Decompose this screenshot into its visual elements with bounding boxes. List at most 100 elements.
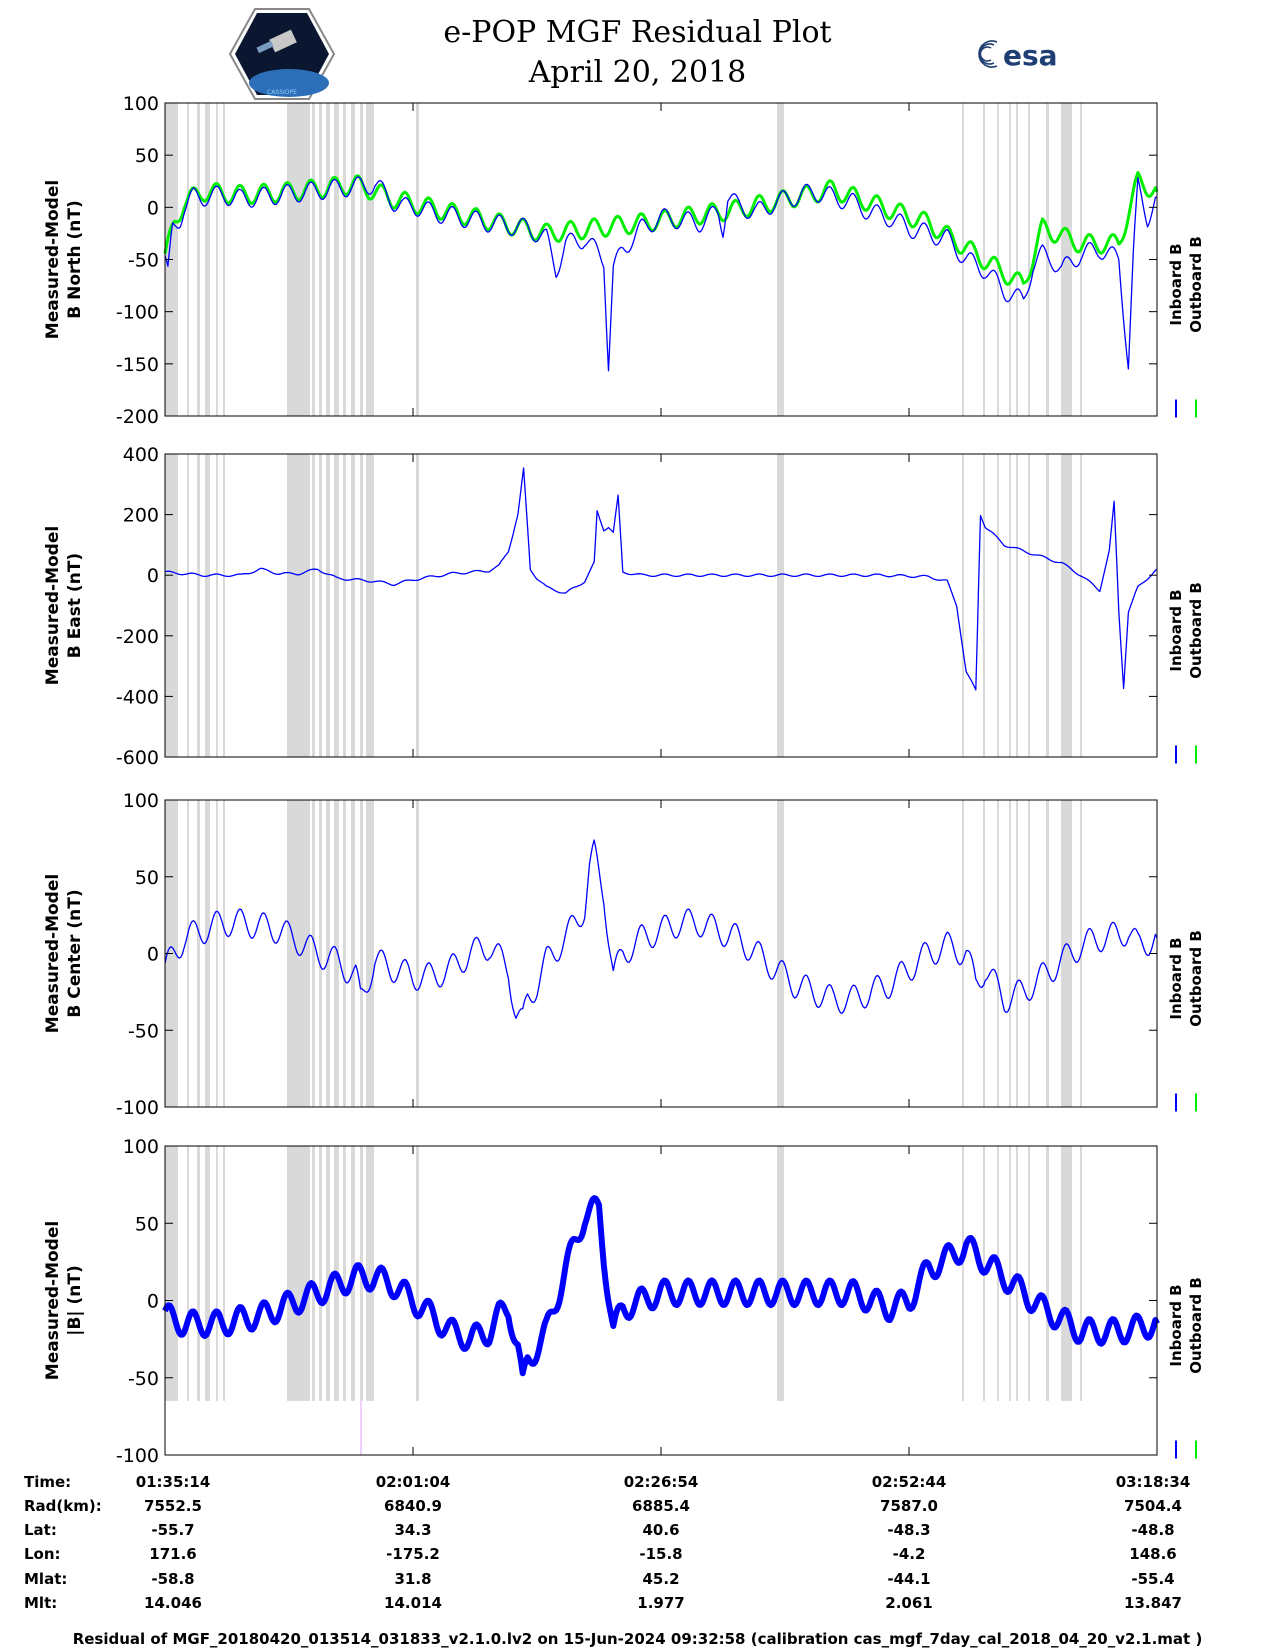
data-gap-band <box>287 1146 310 1401</box>
ephemeris-value: 13.847 <box>1124 1594 1182 1612</box>
data-gap-band <box>777 103 784 416</box>
data-gap-band <box>360 454 363 757</box>
data-gap-band <box>187 454 189 757</box>
data-gap-band <box>326 800 330 1107</box>
data-gap-band <box>1028 1146 1030 1401</box>
data-gap-band <box>187 103 189 416</box>
data-gap-band <box>360 800 363 1107</box>
data-gap-band <box>351 454 355 757</box>
data-gap-band <box>983 800 985 1107</box>
ephemeris-row: Time: 01:35:14 02:01:04 02:26:54 02:52:44 03:… <box>0 1473 1275 1495</box>
ephemeris-value: -175.2 <box>386 1545 440 1563</box>
data-gap-band <box>1028 103 1030 416</box>
data-gap-band <box>312 103 315 416</box>
y-tick-label: 0 <box>147 1291 159 1313</box>
ephemeris-value: 02:52:44 <box>871 1473 947 1491</box>
y-tick-label: -50 <box>128 1368 159 1390</box>
data-gap-band <box>962 454 964 757</box>
data-gap-band <box>1080 454 1082 757</box>
data-gap-band <box>197 454 200 757</box>
legend-outboard-label: Outboard B <box>1187 236 1205 333</box>
y-tick-label: 50 <box>135 867 159 889</box>
cassiope-mission-logo: CASSIOPE <box>229 8 335 100</box>
data-gap-band <box>416 1146 419 1401</box>
data-gap-band <box>319 1146 322 1401</box>
inboard-series-line <box>162 1195 1160 1377</box>
ephemeris-value: 7504.4 <box>1124 1497 1182 1515</box>
inboard-series-line <box>164 839 1158 1019</box>
data-gap-band <box>343 800 346 1107</box>
data-gap-band <box>1046 454 1049 757</box>
data-gap-band <box>1061 454 1072 757</box>
data-gap-band <box>1009 454 1011 757</box>
ephemeris-value: -55.4 <box>1131 1570 1175 1588</box>
y-tick-label: 50 <box>135 1213 159 1235</box>
data-gap-band <box>983 103 985 416</box>
ephemeris-row-label: Lon: <box>24 1545 61 1563</box>
y-axis-label: Measured-Model B East (nT) <box>43 526 85 685</box>
data-gap-band <box>187 1146 189 1401</box>
data-gap-band <box>351 103 355 416</box>
data-gap-band <box>319 800 322 1107</box>
footer-caption: Residual of MGF_20180420_013514_031833_v… <box>72 1630 1203 1648</box>
data-gap-band <box>1061 800 1072 1107</box>
inboard-series-line <box>164 467 1158 691</box>
data-gap-band <box>1009 800 1011 1107</box>
ephemeris-value: -48.8 <box>1131 1521 1175 1539</box>
y-tick-label: 100 <box>123 93 159 115</box>
data-gap-band <box>343 454 346 757</box>
ephemeris-row: Rad(km): 7552.5 6840.9 6885.4 7587.0 7504.4 <box>0 1497 1275 1519</box>
ephemeris-value: -48.3 <box>887 1521 931 1539</box>
y-tick-label: -50 <box>128 250 159 272</box>
data-gap-band <box>326 454 330 757</box>
data-gap-band <box>312 800 315 1107</box>
legend-inboard-label: Inboard B <box>1167 243 1185 325</box>
data-gap-band <box>1046 800 1049 1107</box>
data-gap-band <box>334 103 339 416</box>
data-gap-band <box>416 454 419 757</box>
data-gap-band <box>962 1146 964 1401</box>
data-gap-band <box>223 1146 225 1401</box>
data-gap-band <box>777 1146 784 1401</box>
y-tick-label: -100 <box>116 1445 159 1467</box>
ephemeris-value: 7587.0 <box>880 1497 938 1515</box>
ephemeris-value: -58.8 <box>151 1570 195 1588</box>
data-gap-band <box>997 800 999 1107</box>
data-gap-band <box>205 103 210 416</box>
ephemeris-value: 02:26:54 <box>623 1473 699 1491</box>
data-gap-band <box>360 103 363 416</box>
legend-outboard-label: Outboard B <box>1187 930 1205 1027</box>
legend-outboard-label: Outboard B <box>1187 1277 1205 1374</box>
data-gap-band <box>1046 103 1049 416</box>
outboard-series-line <box>163 171 1159 286</box>
data-gap-band <box>312 454 315 757</box>
ephemeris-value: 31.8 <box>394 1570 432 1588</box>
ephemeris-value: -44.1 <box>887 1570 931 1588</box>
ephemeris-row: Lon: 171.6 -175.2 -15.8 -4.2 148.6 <box>0 1545 1275 1567</box>
data-gap-band <box>334 800 339 1107</box>
data-gap-band <box>366 103 374 416</box>
data-gap-band <box>197 1146 200 1401</box>
data-gap-band <box>319 103 322 416</box>
data-gap-band <box>962 800 964 1107</box>
esa-logo: esa <box>978 39 1058 72</box>
y-tick-label: 0 <box>147 565 159 587</box>
logo-lettering: CASSIOPE <box>267 89 297 96</box>
y-tick-label: -100 <box>116 302 159 324</box>
data-gap-band <box>287 103 310 416</box>
data-gap-band <box>1028 454 1030 757</box>
data-gap-band <box>326 103 330 416</box>
data-gap-band <box>343 103 346 416</box>
y-tick-label: 50 <box>135 145 159 167</box>
ephemeris-row-label: Time: <box>24 1473 72 1491</box>
plot-date: April 20, 2018 <box>528 55 747 90</box>
ephemeris-row-label: Mlat: <box>24 1570 68 1588</box>
ephemeris-value: 01:35:14 <box>135 1473 211 1491</box>
data-gap-band <box>1009 103 1011 416</box>
y-tick-label: 100 <box>123 1136 159 1158</box>
legend-inboard-label: Inboard B <box>1167 937 1185 1019</box>
inboard-series-line <box>164 176 1158 372</box>
data-gap-band <box>334 454 339 757</box>
data-gap-band <box>416 800 419 1107</box>
ephemeris-row-label: Mlt: <box>24 1594 58 1612</box>
